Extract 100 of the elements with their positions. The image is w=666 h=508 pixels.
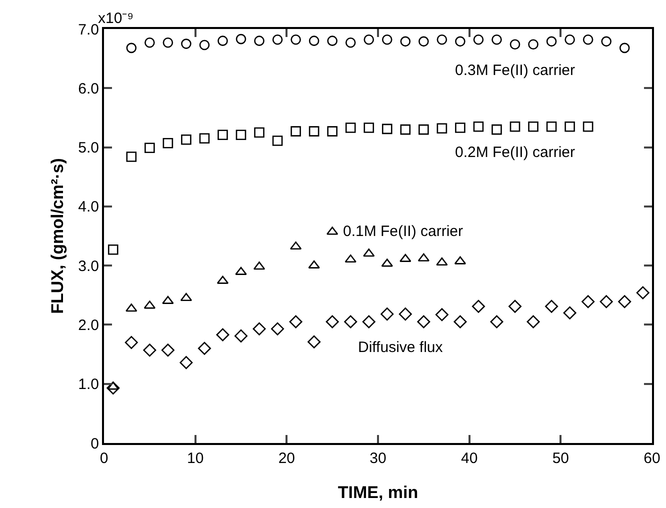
point [510,39,520,50]
x-tick-label: 40 [460,450,478,467]
y-axis-title: FLUX, (gmol/cm²·s) [48,158,68,314]
point [290,34,301,45]
point [435,308,448,322]
y-tick-label: 7.0 [78,21,99,38]
point [563,306,576,320]
point [308,126,320,136]
point [400,124,411,135]
series-label: 0.3M Fe(II) carrier [455,62,576,79]
point [290,126,301,136]
point [528,121,538,132]
point [510,121,520,132]
point [199,40,210,50]
point [126,152,137,162]
point [326,315,339,328]
y-tick-label: 6.0 [78,80,99,98]
point [526,315,540,328]
x-tick-label: 20 [278,450,296,467]
point [454,315,467,328]
point [400,254,412,262]
point [289,315,302,328]
point [381,258,393,267]
point [236,34,246,44]
point [382,124,392,134]
point [107,382,119,390]
point [601,36,612,47]
series-label: Diffusive flux [358,339,444,356]
point [545,300,558,313]
point [272,136,283,146]
point [436,257,448,266]
point [254,36,264,46]
y-tick-label: 2.0 [78,316,99,334]
x-tick-label: 30 [370,450,386,467]
point [492,124,502,135]
point [508,300,522,313]
point [126,42,137,54]
point [344,315,358,328]
point [600,295,613,308]
point [363,248,375,257]
text: x10⁻⁹ [98,10,134,27]
x-tick-label: 10 [186,450,204,467]
point [382,34,392,45]
point [344,254,356,263]
point [254,127,264,138]
point [144,37,155,48]
point [473,34,484,45]
point [162,138,174,148]
point [619,42,630,54]
point [418,124,429,135]
y-tick-label: 4.0 [78,198,99,216]
point [345,37,356,48]
point [327,126,338,136]
point [380,308,394,321]
series-label: 0.2M Fe(II) carrier [455,144,576,161]
point [364,122,374,133]
point [199,133,210,144]
point [418,36,429,47]
point [564,34,575,45]
point [308,335,321,348]
x-tick-label: 60 [644,450,660,467]
point [235,266,247,275]
x-tick-label: 50 [552,450,570,467]
point [345,122,356,133]
point [216,328,230,342]
point [308,36,320,46]
point [546,121,557,132]
point [162,37,174,48]
point [308,260,320,268]
point [455,36,466,47]
point [582,295,595,308]
point [636,286,650,300]
point [126,304,138,312]
point [252,322,266,336]
y-tick-label: 5.0 [78,140,99,157]
point [144,142,155,154]
point [272,34,283,45]
point [417,315,430,328]
point [492,34,502,45]
y-tick-label: 3.0 [78,258,99,275]
point [546,36,557,47]
point [472,300,485,313]
point [162,296,174,304]
point [436,123,448,134]
point [198,342,211,355]
y-tick-label: 0 [90,435,99,452]
point [362,315,376,328]
point [582,121,594,132]
point [436,34,448,45]
point [124,336,138,349]
point [218,130,228,140]
point [161,344,174,357]
point [618,295,632,308]
x-axis-title: TIME, min [338,482,418,502]
point [564,121,575,132]
point [473,121,484,132]
series-label: 0.1M Fe(II) carrier [343,223,464,240]
point [236,130,246,140]
point [106,382,120,394]
point [400,36,411,47]
